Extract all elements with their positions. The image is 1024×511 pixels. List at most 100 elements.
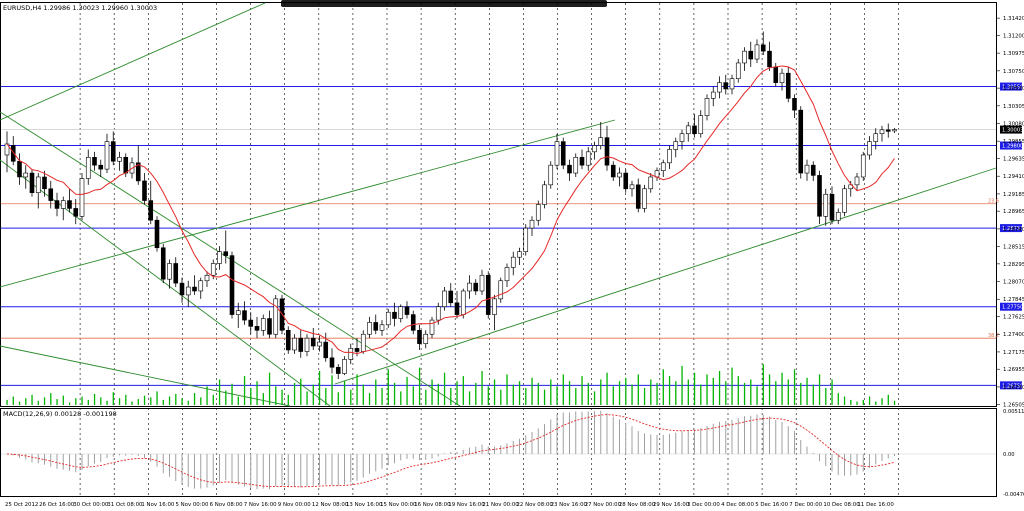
candle-up[interactable] xyxy=(4,143,10,156)
candle-up[interactable] xyxy=(492,298,497,315)
candle-down[interactable] xyxy=(310,337,316,347)
candle-down[interactable] xyxy=(373,322,379,331)
trend-line[interactable] xyxy=(334,167,997,385)
candle-down[interactable] xyxy=(485,274,491,315)
candle-up[interactable] xyxy=(592,145,597,153)
candle-up[interactable] xyxy=(85,157,91,179)
candle-up[interactable] xyxy=(835,212,841,221)
candle-up[interactable] xyxy=(210,263,216,276)
candle-down[interactable] xyxy=(110,141,116,162)
candle-up[interactable] xyxy=(479,274,485,292)
candle-down[interactable] xyxy=(267,318,272,335)
candle-down[interactable] xyxy=(560,141,566,166)
candle-down[interactable] xyxy=(454,302,460,315)
trend-line[interactable] xyxy=(0,119,616,288)
candle-down[interactable] xyxy=(773,66,779,83)
candle-up[interactable] xyxy=(542,184,547,205)
candle-down[interactable] xyxy=(148,200,154,221)
window-title-bar[interactable] xyxy=(281,0,607,7)
candle-up[interactable] xyxy=(535,204,541,221)
candle-up[interactable] xyxy=(573,157,579,174)
candle-down[interactable] xyxy=(798,109,804,174)
candle-up[interactable] xyxy=(460,290,466,315)
candle-up[interactable] xyxy=(435,306,441,321)
candle-up[interactable] xyxy=(617,172,622,178)
candle-up[interactable] xyxy=(204,274,210,282)
candle-down[interactable] xyxy=(323,341,329,359)
candle-down[interactable] xyxy=(173,263,179,284)
candle-down[interactable] xyxy=(335,366,341,374)
candle-up[interactable] xyxy=(517,251,522,258)
candle-down[interactable] xyxy=(154,219,160,249)
candle-down[interactable] xyxy=(42,176,47,190)
candle-up[interactable] xyxy=(379,324,385,331)
candle-up[interactable] xyxy=(185,286,191,296)
candle-up[interactable] xyxy=(679,133,685,142)
candle-down[interactable] xyxy=(354,348,360,352)
candle-up[interactable] xyxy=(523,227,529,252)
candle-up[interactable] xyxy=(729,78,735,90)
candle-up[interactable] xyxy=(360,333,366,352)
candle-up[interactable] xyxy=(842,188,847,213)
candle-up[interactable] xyxy=(35,176,41,194)
candle-up[interactable] xyxy=(873,133,879,142)
candle-down[interactable] xyxy=(142,180,147,201)
candle-up[interactable] xyxy=(854,176,860,186)
candle-up[interactable] xyxy=(367,322,372,335)
candle-down[interactable] xyxy=(567,164,572,174)
candle-up[interactable] xyxy=(23,172,29,178)
candle-down[interactable] xyxy=(285,330,291,351)
candle-down[interactable] xyxy=(748,50,754,60)
candle-up[interactable] xyxy=(598,137,604,146)
candle-up[interactable] xyxy=(235,310,241,315)
candle-up[interactable] xyxy=(585,151,591,166)
candle-up[interactable] xyxy=(423,333,429,344)
candle-down[interactable] xyxy=(692,125,697,135)
candle-up[interactable] xyxy=(79,178,85,217)
candle-up[interactable] xyxy=(429,319,435,335)
candle-down[interactable] xyxy=(579,157,585,166)
candle-up[interactable] xyxy=(342,359,347,374)
candle-up[interactable] xyxy=(629,184,635,190)
candle-up[interactable] xyxy=(867,141,872,156)
candle-up[interactable] xyxy=(710,91,716,99)
candle-down[interactable] xyxy=(160,247,166,280)
candle-up[interactable] xyxy=(317,341,322,347)
candle-down[interactable] xyxy=(760,44,766,52)
candle-down[interactable] xyxy=(829,193,835,221)
candle-down[interactable] xyxy=(248,319,254,327)
candle-down[interactable] xyxy=(48,188,54,201)
candle-down[interactable] xyxy=(792,98,797,111)
candle-down[interactable] xyxy=(410,314,416,331)
candle-up[interactable] xyxy=(529,219,535,229)
candle-down[interactable] xyxy=(242,310,247,321)
trend-line[interactable] xyxy=(0,2,266,121)
candle-down[interactable] xyxy=(329,357,335,368)
candle-up[interactable] xyxy=(217,251,222,264)
candle-up[interactable] xyxy=(60,200,66,209)
candle-up[interactable] xyxy=(442,290,447,308)
candle-up[interactable] xyxy=(167,263,172,280)
candle-down[interactable] xyxy=(17,160,22,178)
candle-up[interactable] xyxy=(667,149,672,164)
candle-down[interactable] xyxy=(635,184,641,209)
candle-up[interactable] xyxy=(117,157,122,162)
candle-up[interactable] xyxy=(292,337,297,351)
trend-line[interactable] xyxy=(0,345,291,407)
candle-down[interactable] xyxy=(123,157,129,174)
candle-up[interactable] xyxy=(742,50,747,64)
candle-up[interactable] xyxy=(823,193,829,217)
candle-down[interactable] xyxy=(473,282,479,292)
candle-down[interactable] xyxy=(610,164,616,178)
candle-down[interactable] xyxy=(229,255,235,315)
candle-up[interactable] xyxy=(860,154,866,178)
candle-up[interactable] xyxy=(260,318,266,331)
candle-down[interactable] xyxy=(135,162,141,182)
candle-up[interactable] xyxy=(385,311,391,326)
candle-up[interactable] xyxy=(498,280,504,300)
candle-down[interactable] xyxy=(92,157,97,166)
candle-up[interactable] xyxy=(104,141,110,170)
candle-up[interactable] xyxy=(754,44,760,60)
candle-up[interactable] xyxy=(704,98,710,116)
candle-down[interactable] xyxy=(767,50,772,68)
